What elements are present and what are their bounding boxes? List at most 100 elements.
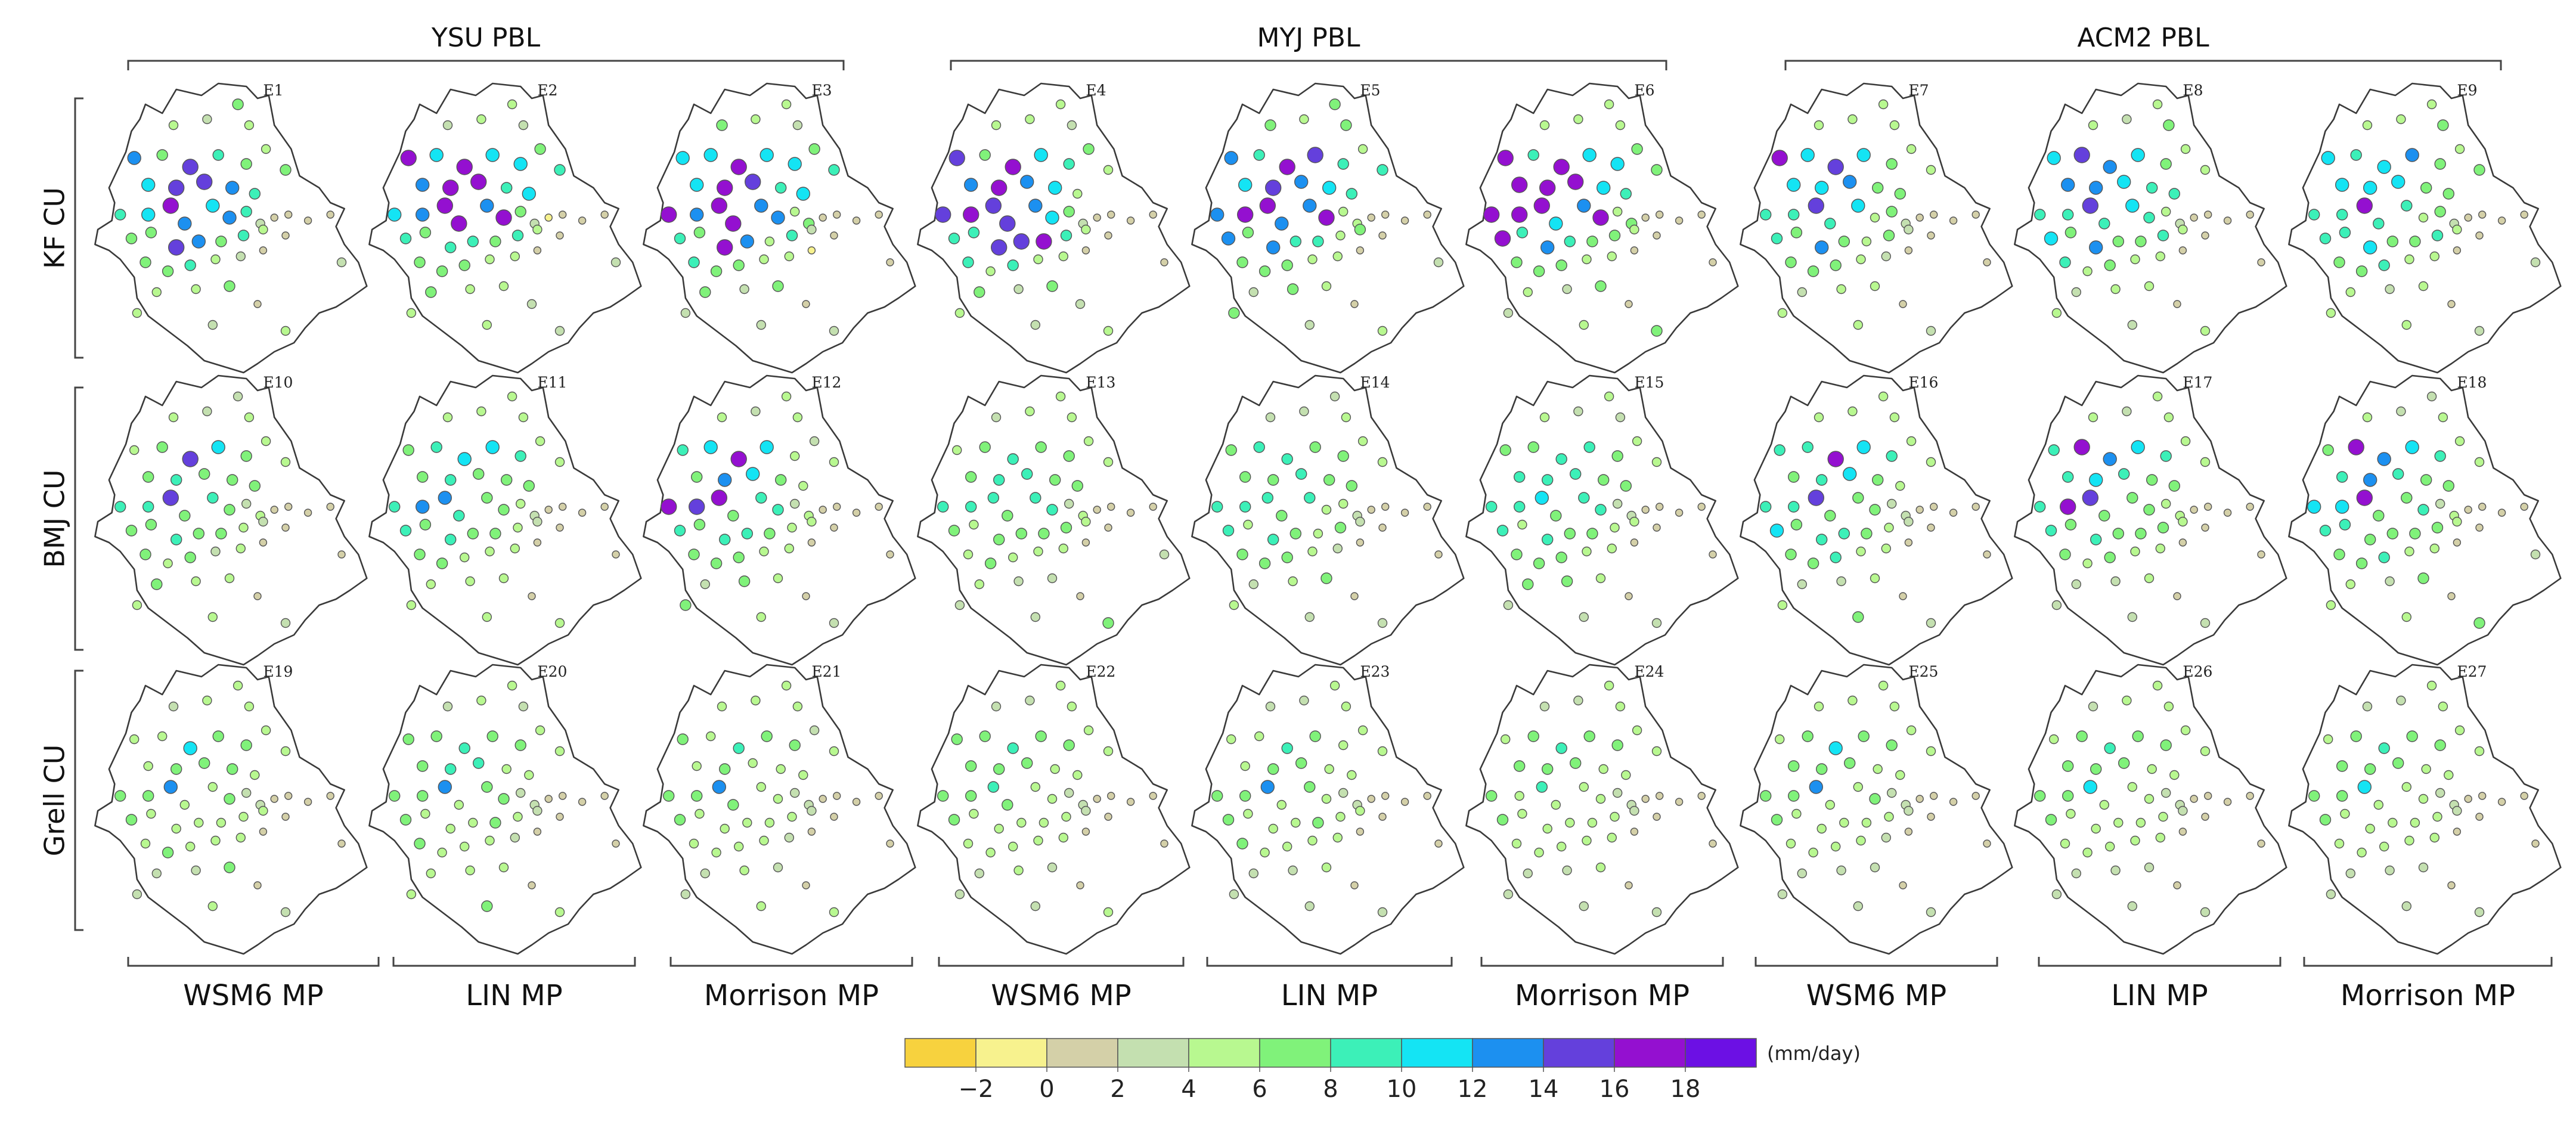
station-point: [414, 548, 426, 560]
station-point: [578, 798, 587, 806]
station-point: [1021, 757, 1033, 769]
station-point: [677, 733, 689, 745]
station-point: [852, 509, 861, 517]
station-point: [1038, 528, 1050, 540]
station-point: [485, 546, 495, 557]
station-point: [1838, 528, 1850, 540]
station-point: [1516, 227, 1529, 238]
station-point: [2146, 474, 2158, 486]
station-point: [2088, 120, 2098, 131]
station-point: [414, 838, 426, 850]
station-point: [829, 326, 839, 336]
station-point: [1337, 450, 1349, 462]
station-point: [934, 206, 951, 223]
station-point: [1611, 739, 1623, 751]
station-point: [244, 412, 255, 423]
station-point: [2178, 538, 2187, 547]
panel-id-label: E17: [2183, 374, 2212, 391]
station-point: [798, 481, 808, 491]
station-point: [1282, 841, 1292, 852]
station-point: [1239, 501, 1251, 513]
station-point: [771, 210, 785, 225]
panel-id-label: E12: [811, 374, 841, 391]
station-point: [1400, 798, 1409, 806]
station-point: [146, 808, 156, 819]
station-point: [140, 838, 151, 849]
station-point: [1533, 557, 1545, 569]
station-point: [1790, 227, 1803, 238]
panel-id-label: E22: [1086, 663, 1115, 680]
station-point: [786, 230, 798, 241]
station-point: [171, 534, 182, 545]
station-point: [1523, 287, 1533, 297]
station-point: [984, 557, 997, 569]
station-point: [1769, 523, 1784, 538]
station-point: [951, 445, 962, 455]
station-point: [284, 210, 293, 219]
station-point: [114, 209, 126, 221]
station-point: [222, 210, 237, 225]
station-point: [2190, 506, 2198, 514]
station-point: [974, 579, 985, 590]
station-point: [2388, 817, 2398, 828]
station-point: [1063, 206, 1075, 218]
station-point: [281, 813, 290, 821]
station-point: [2336, 209, 2348, 221]
station-point: [1620, 188, 1632, 200]
station-point: [2520, 503, 2528, 511]
station-point: [781, 680, 792, 691]
station-point: [990, 239, 1008, 256]
station-point: [1083, 143, 1095, 155]
station-point: [2326, 889, 2336, 900]
station-point: [1787, 501, 1800, 513]
station-point: [212, 730, 224, 742]
station-point: [2378, 742, 2390, 754]
station-point: [162, 197, 179, 214]
station-point: [660, 206, 677, 223]
station-point: [1592, 209, 1609, 226]
station-point: [2088, 412, 2098, 423]
station-point: [1797, 579, 1808, 590]
station-point: [1503, 889, 1514, 900]
station-point: [514, 450, 526, 462]
station-point: [1433, 257, 1444, 268]
station-point: [963, 549, 974, 560]
station-point: [937, 790, 949, 802]
station-point: [962, 256, 974, 268]
station-point: [436, 557, 448, 569]
station-point: [250, 770, 260, 780]
station-point: [759, 835, 769, 846]
station-point: [740, 234, 755, 249]
station-point: [1878, 680, 1889, 691]
station-point: [1824, 510, 1836, 522]
station-point: [2147, 764, 2157, 774]
station-point: [1211, 790, 1223, 802]
station-point: [1759, 209, 1772, 221]
station-point: [1856, 148, 1871, 162]
station-point: [2180, 725, 2191, 736]
station-point: [733, 742, 745, 754]
station-point: [1288, 865, 1298, 876]
station-point: [705, 731, 716, 742]
station-point: [1093, 213, 1101, 222]
station-point: [168, 412, 179, 423]
station-point: [745, 467, 760, 481]
station-point: [1378, 523, 1387, 532]
station-point: [688, 256, 700, 268]
station-point: [787, 811, 797, 822]
station-point: [532, 805, 543, 816]
station-point: [1013, 284, 1024, 295]
country-outline: [368, 664, 642, 955]
station-point: [1309, 730, 1321, 742]
station-point: [556, 231, 564, 240]
station-point: [2135, 235, 2147, 247]
station-point: [1786, 178, 1801, 192]
station-point: [1653, 813, 1661, 821]
station-point: [145, 227, 157, 238]
station-point: [2180, 436, 2191, 447]
station-point: [528, 592, 536, 600]
station-point: [1871, 474, 1884, 486]
station-point: [1307, 835, 1318, 846]
station-point: [2071, 287, 2082, 297]
